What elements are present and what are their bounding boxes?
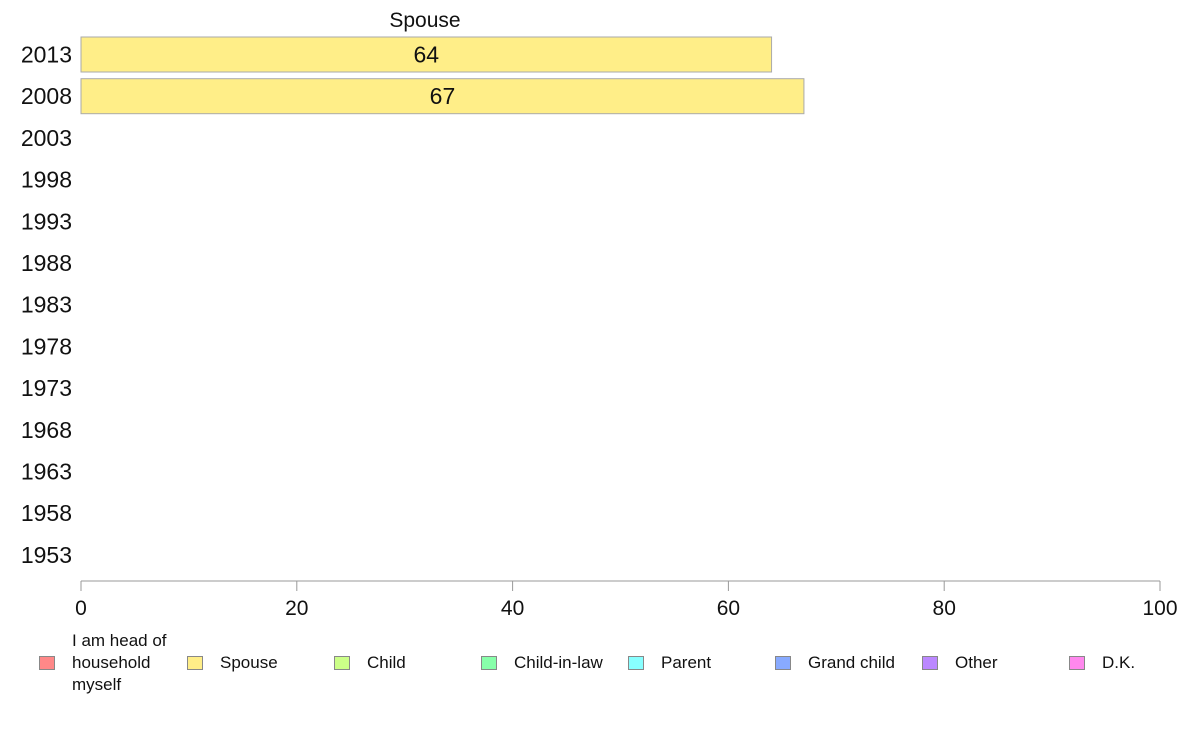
legend-item: Child-in-law (481, 652, 603, 674)
y-tick-label: 1973 (21, 375, 72, 401)
legend-swatch (187, 656, 203, 670)
y-tick-label: 1988 (21, 250, 72, 276)
legend-label: D.K. (1102, 653, 1136, 672)
y-tick-label: 2008 (21, 83, 72, 109)
legend-swatch (481, 656, 497, 670)
x-axis: 0 20 40 60 80 100 (75, 580, 1178, 620)
y-tick-label: 1968 (21, 417, 72, 443)
bar-2008 (80, 78, 805, 115)
legend-swatch (628, 656, 644, 670)
chart-title: Spouse (389, 9, 460, 32)
legend-item: Spouse (187, 652, 278, 674)
legend-swatch (922, 656, 938, 670)
bar-value-label: 64 (413, 42, 439, 68)
x-tick-label: 80 (933, 597, 956, 620)
y-tick-label: 1983 (21, 292, 72, 318)
legend-label: Parent (661, 653, 712, 672)
bar-value-label: 67 (430, 83, 456, 109)
bar-2013 (80, 36, 773, 73)
legend-item: Child (334, 652, 406, 674)
legend-swatch (1069, 656, 1085, 670)
bar-chart: Spouse 2013 64 2008 67 2003 1998 1993 1988 1983 1… (21, 9, 1178, 620)
legend-swatch (39, 656, 55, 670)
legend-label: Other (955, 653, 998, 672)
legend-item: D.K. (1069, 652, 1135, 674)
y-tick-label: 2013 (21, 42, 72, 68)
y-tick-label: 2003 (21, 125, 72, 151)
legend: I am head of household myself Spouse Child… (0, 620, 1188, 720)
legend-label: Child-in-law (514, 653, 603, 672)
y-tick-label: 1963 (21, 459, 72, 485)
legend-label: Grand child (808, 653, 895, 672)
y-tick-label: 1998 (21, 167, 72, 193)
legend-swatch (334, 656, 350, 670)
x-tick-label: 0 (75, 597, 87, 620)
y-tick-label: 1978 (21, 333, 72, 359)
legend-label: I am head of household myself (72, 631, 167, 694)
x-tick-label: 100 (1142, 597, 1177, 620)
y-tick-label: 1958 (21, 500, 72, 526)
legend-swatch (775, 656, 791, 670)
legend-label: Child (367, 653, 406, 672)
legend-item: Grand child (775, 652, 895, 674)
legend-item: Other (922, 652, 998, 674)
y-tick-label: 1993 (21, 208, 72, 234)
legend-item: Parent (628, 652, 711, 674)
x-tick-label: 60 (717, 597, 740, 620)
legend-label: Spouse (220, 653, 278, 672)
x-tick-label: 20 (285, 597, 308, 620)
y-tick-label: 1953 (21, 542, 72, 568)
legend-item: I am head of household myself (39, 630, 167, 696)
x-tick-label: 40 (501, 597, 524, 620)
